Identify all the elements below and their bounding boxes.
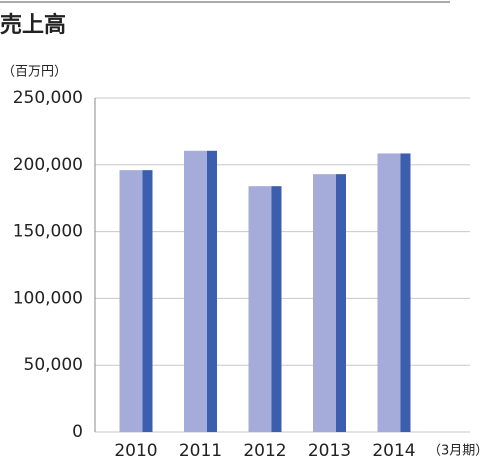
x-tick-label: 2011 [179,441,222,460]
bar [184,150,207,432]
x-tick-label: 2012 [243,441,286,460]
bar [119,170,143,433]
y-unit: （百万円） [2,65,67,80]
x-unit: （3月期） [428,444,480,459]
x-tick-label: 2014 [372,441,415,460]
bar-edge [271,186,282,432]
y-tick-label: 100,000 [13,288,83,308]
y-tick-label: 200,000 [13,155,83,175]
chart-title: 売上高 [0,12,66,38]
x-tick-label: 2013 [308,441,351,460]
y-tick-label: 0 [72,422,83,442]
bar [248,186,272,432]
y-tick-label: 50,000 [24,355,83,375]
y-tick-label: 150,000 [13,222,83,242]
y-tick-label: 250,000 [13,88,83,108]
x-tick-label: 2010 [114,441,157,460]
bar-edge [207,150,217,432]
bar [377,153,401,432]
bar-edge [142,170,153,433]
bar-edge [336,174,346,433]
bar [313,174,336,433]
bar-edge [400,153,411,432]
